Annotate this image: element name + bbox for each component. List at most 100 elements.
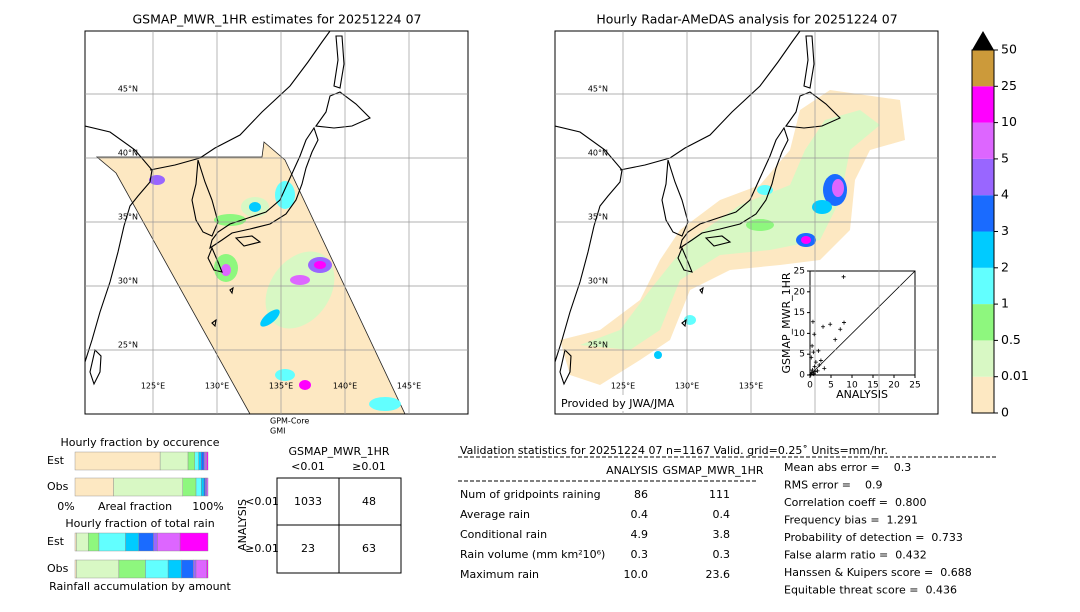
fraction-segment: [195, 477, 202, 497]
row-label: ≥0.01: [245, 542, 279, 555]
left-map-content: [85, 31, 406, 414]
fraction-segment: [201, 477, 205, 497]
fraction-segment: [113, 477, 183, 497]
scatter-point: [809, 355, 814, 360]
colorbar-extend: [972, 31, 994, 50]
stat-value: 4.9: [631, 528, 649, 541]
map-frame: [554, 30, 939, 415]
x-tick-label: 15: [867, 381, 878, 391]
scatter-point: [817, 363, 822, 368]
y-tick-label: 15: [794, 308, 805, 318]
lon-label: 140°E: [333, 382, 357, 391]
fraction-segment: [182, 477, 197, 497]
fraction-segment: [74, 477, 114, 497]
scatter-point: [838, 327, 843, 332]
y-tick-label: 10: [794, 329, 806, 339]
colorbar-label: 1: [1001, 296, 1009, 311]
x-axis-label: ANALYSIS: [836, 388, 888, 401]
cell: 23: [301, 542, 315, 555]
fraction-segment: [181, 559, 194, 579]
map-frame: [84, 30, 469, 415]
stat-value: 0.3: [713, 548, 731, 561]
colorbar-label: 2: [1001, 259, 1009, 274]
stat-name: Average rain: [460, 508, 530, 521]
lon-label: 145°E: [397, 382, 421, 391]
table-title: GSMAP_MWR_1HR: [288, 445, 389, 458]
scatter-point: [821, 324, 826, 329]
score: Frequency bias = 1.291: [784, 514, 918, 527]
panel-title: Hourly fraction of total rain: [65, 517, 214, 530]
fraction-segment: [145, 559, 169, 579]
row-label: <0.01: [245, 495, 279, 508]
lat-label: 45°N: [118, 85, 138, 94]
scatter-point: [833, 337, 838, 342]
stat-value: 86: [634, 488, 648, 501]
colorbar-label: 25: [1001, 78, 1017, 93]
scatter-point: [811, 350, 816, 355]
x-tick-label: 0: [807, 381, 813, 391]
colorbar-label: 0.01: [1001, 368, 1029, 383]
lat-label: 40°N: [118, 149, 138, 158]
lat-label: 30°N: [118, 277, 138, 286]
footnote: GPM-Core: [270, 417, 309, 426]
scatter-point: [842, 320, 847, 325]
lat-label: 30°N: [588, 277, 608, 286]
col-header: GSMAP_MWR_1HR: [662, 464, 763, 477]
fraction-segment: [118, 559, 146, 579]
stat-value: 23.6: [706, 568, 731, 581]
colorbar-segment: [972, 158, 994, 196]
lat-label: 40°N: [588, 149, 608, 158]
stat-name: Num of gridpoints raining: [460, 488, 601, 501]
score: Mean abs error = 0.3: [784, 461, 911, 474]
credit-bg: [558, 395, 670, 411]
right-map-content: [555, 31, 905, 385]
scatter-point: [812, 364, 817, 369]
fraction-segment: [125, 532, 140, 552]
colorbar-label: 3: [1001, 223, 1009, 238]
cell: 48: [362, 495, 376, 508]
stat-value: 111: [709, 488, 730, 501]
occ-frame: [276, 456, 997, 574]
fraction-segment: [76, 532, 89, 552]
colorbar-label: 4: [1001, 187, 1009, 202]
colorbar-segment: [972, 50, 994, 87]
scatter-point: [810, 343, 815, 348]
scatter-point: [816, 348, 821, 353]
colorbar-label: 0.5: [1001, 332, 1021, 347]
scatter-point: [811, 372, 816, 377]
fraction-segment: [193, 559, 197, 579]
lon-label: 135°E: [269, 382, 293, 391]
col-label: ≥0.01: [352, 460, 386, 473]
colorbar-segment: [972, 267, 994, 305]
stat-value: 0.3: [631, 548, 649, 561]
y-tick-label: 0: [799, 371, 805, 381]
stats-title: Validation statistics for 20251224 07 n=…: [460, 444, 888, 457]
lon-label: 125°E: [141, 382, 165, 391]
footnote: GMI: [270, 427, 285, 436]
stat-name: Rain volume (mm km²10⁶): [460, 548, 605, 561]
axis-label: 0%: [57, 500, 74, 513]
stat-value: 0.4: [631, 508, 649, 521]
colorbar-segment: [972, 231, 994, 268]
lat-label: 35°N: [118, 213, 138, 222]
scatter-point: [822, 366, 827, 371]
credit: Provided by JWA/JMA: [561, 397, 675, 410]
left-map: [84, 30, 469, 415]
cell: 1033: [294, 495, 322, 508]
fraction-segment: [74, 451, 161, 471]
right-map: [554, 30, 939, 415]
fraction-segment: [195, 559, 207, 579]
fraction-segment: [194, 451, 199, 471]
scatter-point: [813, 369, 818, 374]
cell: 63: [362, 542, 376, 555]
fraction-segment: [159, 451, 189, 471]
fraction-segment: [98, 532, 126, 552]
row-label: Obs: [47, 480, 69, 493]
score: Hanssen & Kuipers score = 0.688: [784, 566, 972, 579]
colorbar-label: 10: [1001, 114, 1017, 129]
row-label: Est: [47, 454, 65, 467]
col-label: <0.01: [291, 460, 325, 473]
fraction-segment: [153, 532, 158, 552]
stat-value: 10.0: [624, 568, 649, 581]
axis-label: Areal fraction: [98, 500, 172, 513]
